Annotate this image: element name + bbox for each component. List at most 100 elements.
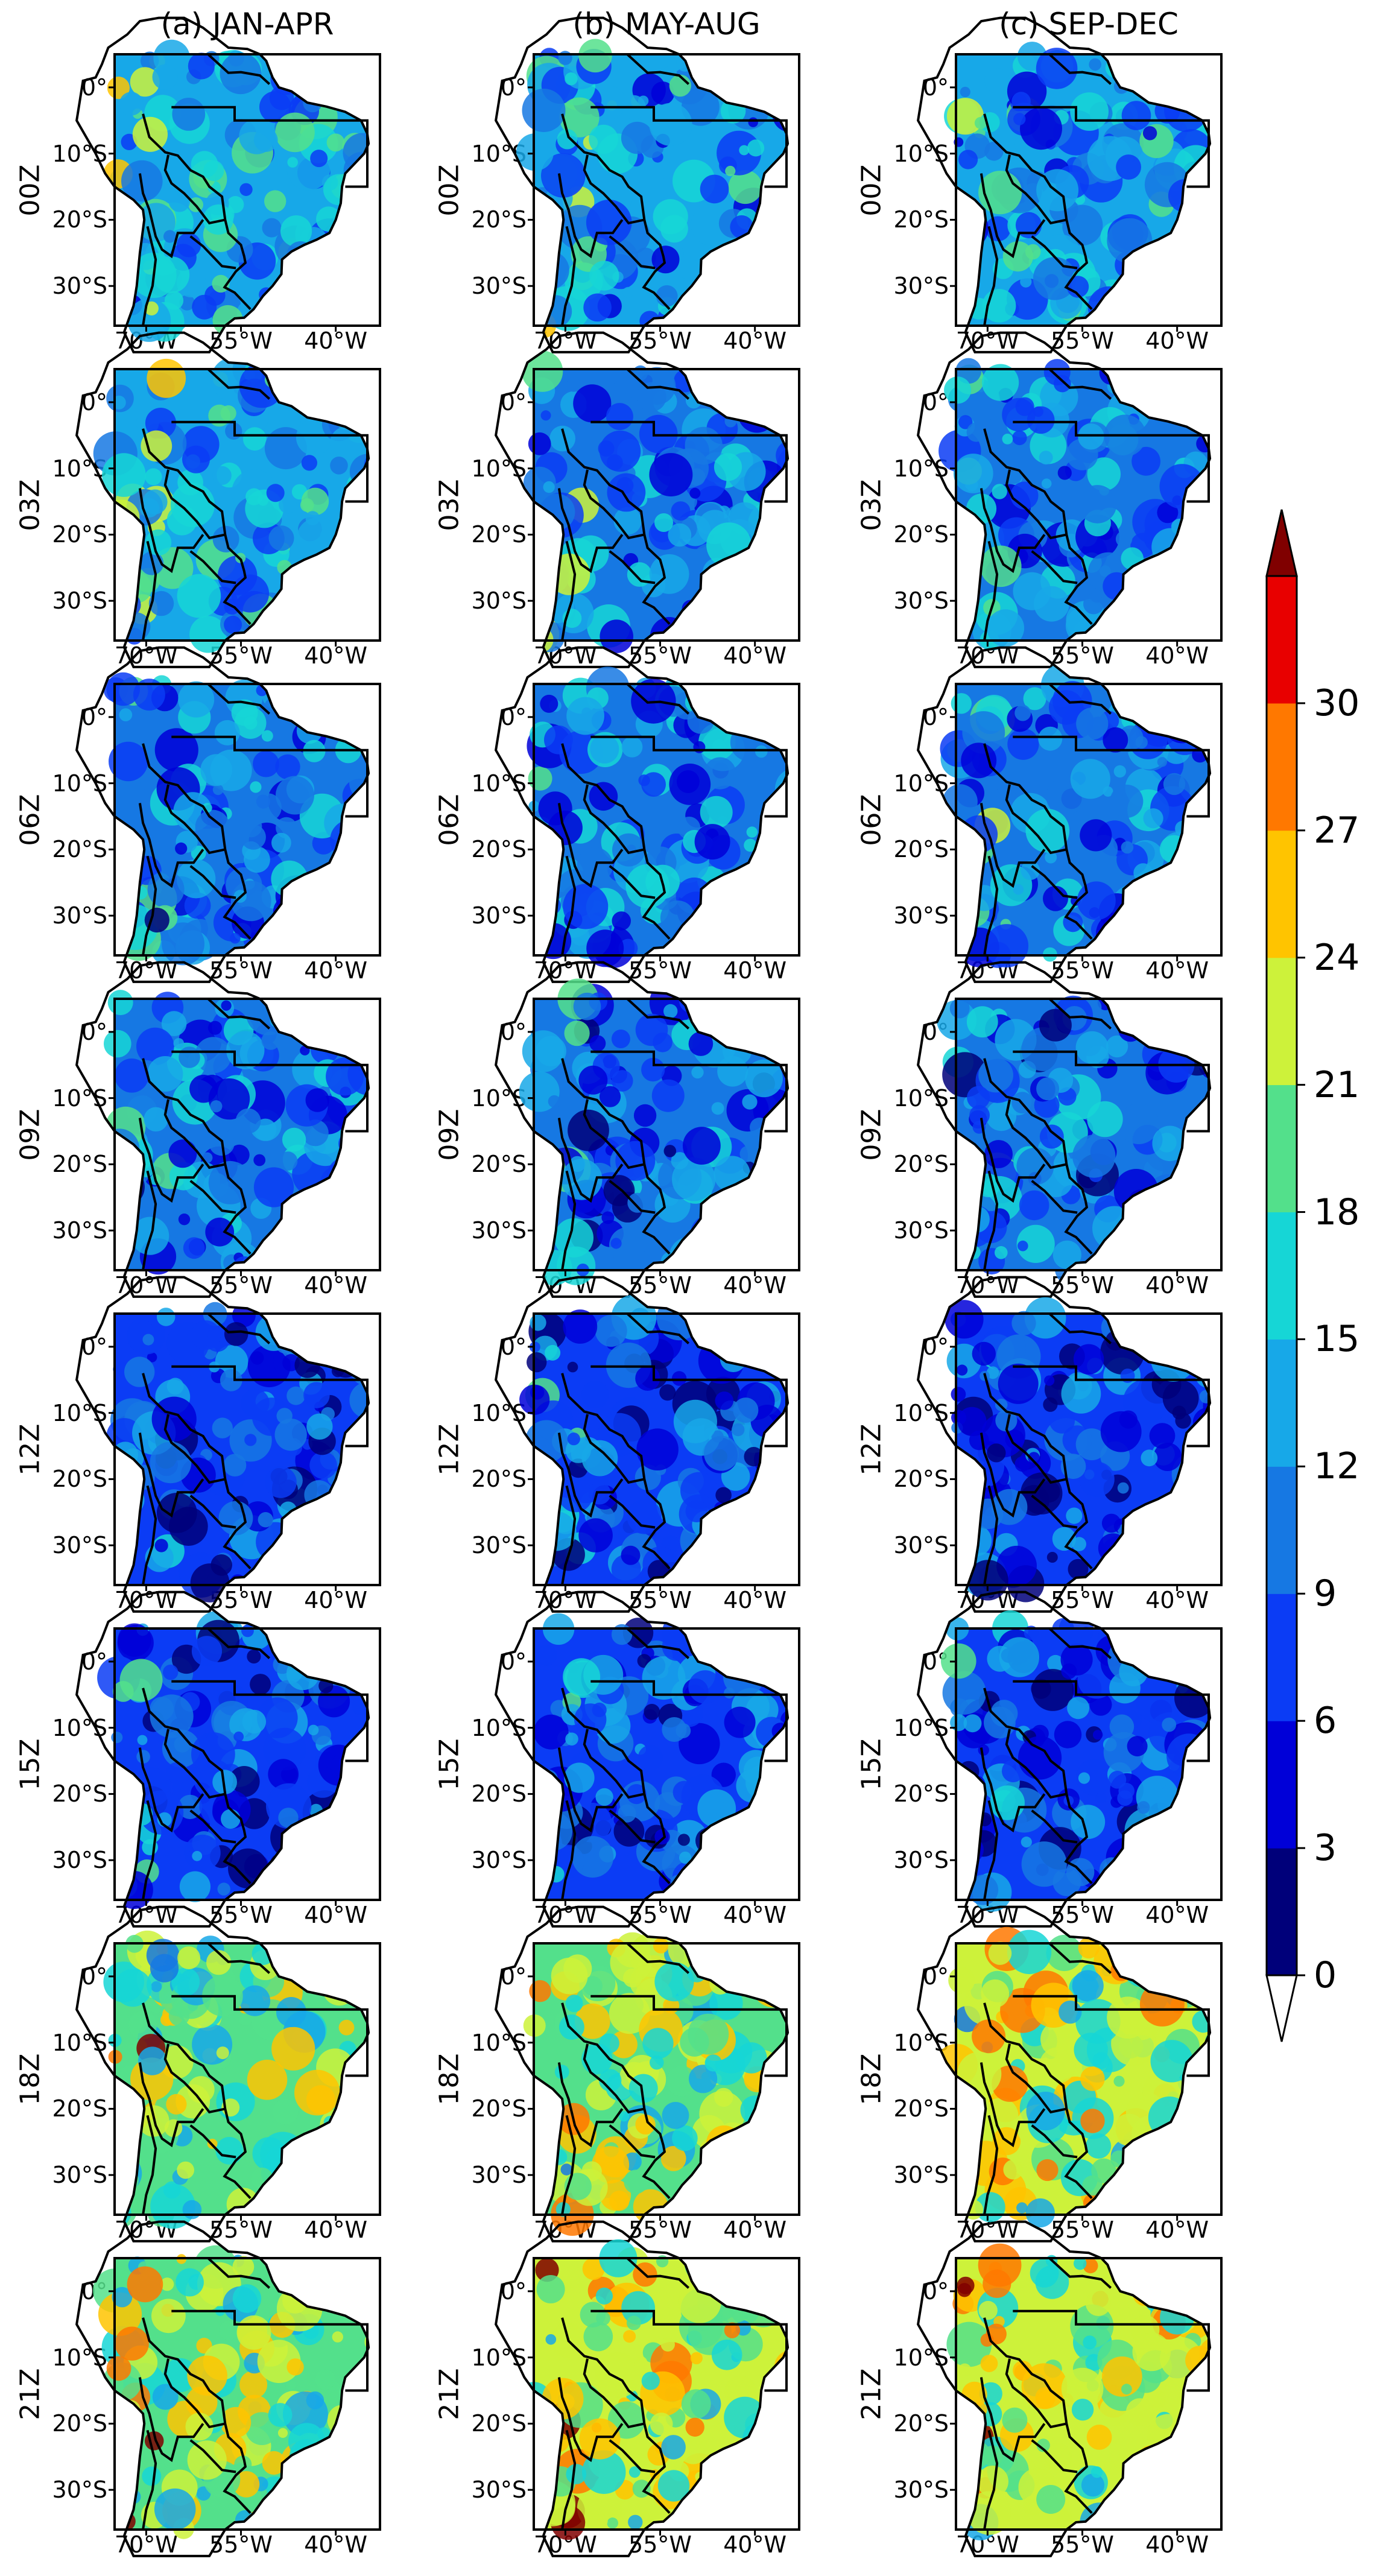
field-cell bbox=[642, 1656, 686, 1700]
field-cell bbox=[330, 1194, 369, 1238]
field-cell bbox=[1036, 2485, 1066, 2514]
country-border bbox=[557, 173, 624, 259]
field-cell bbox=[1172, 2484, 1204, 2516]
field-cell bbox=[115, 2186, 127, 2198]
map-panel-21z-3 bbox=[917, 2220, 1223, 2557]
field-cell bbox=[1146, 2388, 1166, 2409]
country-border bbox=[1031, 2124, 1078, 2159]
map-svg bbox=[75, 1590, 381, 1928]
field-cell bbox=[206, 1950, 232, 1975]
field-cell bbox=[1178, 2087, 1211, 2131]
field-cell bbox=[540, 694, 559, 713]
field-cell bbox=[739, 1002, 775, 1037]
field-cell bbox=[689, 2065, 718, 2093]
lat-tick-label: 20°S bbox=[52, 1780, 107, 1808]
field-cell bbox=[247, 1649, 261, 1664]
map-svg bbox=[75, 331, 381, 668]
lat-tick-label: 30°S bbox=[893, 587, 949, 615]
field-cell bbox=[239, 2370, 268, 2399]
field-cell bbox=[1038, 1481, 1060, 1503]
field-cell bbox=[649, 103, 692, 146]
field-cell bbox=[704, 1855, 728, 1879]
country-border bbox=[163, 469, 226, 540]
field-cell bbox=[1167, 936, 1185, 954]
field-cell bbox=[168, 190, 191, 212]
field-cell bbox=[1193, 100, 1205, 112]
field-cell bbox=[599, 1086, 621, 1107]
field-cell bbox=[1118, 1103, 1159, 1144]
field-cell bbox=[563, 1309, 598, 1344]
lon-tick-label: 55°W bbox=[209, 2531, 273, 2558]
field-cell bbox=[662, 2102, 689, 2129]
country-border bbox=[983, 540, 999, 641]
country-border bbox=[163, 154, 226, 225]
field-cell bbox=[963, 2441, 991, 2469]
field-cell bbox=[1125, 2461, 1155, 2492]
field-cell bbox=[731, 240, 769, 278]
region-box bbox=[590, 1995, 788, 2077]
country-border bbox=[1005, 154, 1067, 225]
field-cell bbox=[247, 1344, 291, 1388]
field-cell bbox=[955, 358, 982, 384]
field-cell bbox=[777, 923, 786, 934]
field-cell bbox=[765, 2128, 777, 2141]
field-cell bbox=[182, 2200, 202, 2220]
field-cell bbox=[961, 1796, 981, 1815]
field-cell bbox=[615, 1141, 656, 1181]
field-cell bbox=[1159, 1527, 1177, 1545]
field-cell bbox=[323, 2486, 346, 2508]
field-cell bbox=[286, 1625, 322, 1660]
field-cell bbox=[359, 2148, 369, 2184]
map-svg bbox=[495, 1905, 800, 2242]
field-cell bbox=[684, 2189, 694, 2199]
field-cell bbox=[332, 1835, 346, 1849]
field-cell bbox=[688, 1031, 714, 1056]
field-cell bbox=[560, 2163, 573, 2176]
field-cell bbox=[257, 1697, 298, 1738]
field-cell bbox=[942, 1671, 986, 1715]
lat-tick-label: 10°S bbox=[893, 770, 949, 797]
panel-frame bbox=[533, 368, 800, 642]
country-border bbox=[557, 1747, 624, 1833]
lon-tick-label: 55°W bbox=[1051, 642, 1114, 669]
field-cell bbox=[147, 1352, 157, 1362]
field-cell bbox=[163, 1664, 179, 1680]
country-border bbox=[189, 235, 236, 270]
field-cell bbox=[1019, 1190, 1049, 1221]
lat-tick-label: 10°S bbox=[52, 1084, 107, 1112]
field-cell bbox=[678, 2280, 721, 2323]
field-cell bbox=[1025, 809, 1070, 853]
field-cell bbox=[706, 2125, 742, 2161]
field-cell bbox=[150, 1441, 192, 1484]
field-cell bbox=[358, 1758, 369, 1797]
field-cell bbox=[1198, 902, 1211, 923]
field-cell bbox=[173, 1038, 185, 1049]
country-border bbox=[983, 2317, 1093, 2514]
field-cell bbox=[775, 1195, 788, 1218]
field-cell bbox=[247, 2060, 288, 2100]
field-cell bbox=[967, 1086, 990, 1109]
field-cell bbox=[257, 1555, 273, 1571]
region-box bbox=[590, 1050, 788, 1133]
country-border bbox=[626, 2257, 690, 2289]
field-cell bbox=[583, 1976, 603, 1996]
field-cell bbox=[352, 1848, 369, 1873]
field-cell bbox=[309, 253, 347, 291]
field-cell bbox=[1033, 406, 1043, 417]
field-cell bbox=[352, 694, 369, 722]
field-cell bbox=[313, 2171, 331, 2189]
field-cell bbox=[1143, 808, 1163, 829]
field-cell bbox=[282, 884, 312, 914]
panel-frame bbox=[955, 683, 1223, 957]
field-cell bbox=[1111, 1554, 1127, 1570]
panel-frame bbox=[955, 998, 1223, 1271]
country-border bbox=[983, 1485, 999, 1586]
field-cell bbox=[166, 2093, 187, 2115]
field-cell bbox=[293, 1224, 337, 1268]
field-cell bbox=[964, 1167, 978, 1181]
field-cell bbox=[752, 1963, 788, 2008]
colorbar-segment bbox=[1267, 830, 1297, 958]
field-cell bbox=[366, 503, 369, 523]
country-border bbox=[138, 173, 204, 259]
